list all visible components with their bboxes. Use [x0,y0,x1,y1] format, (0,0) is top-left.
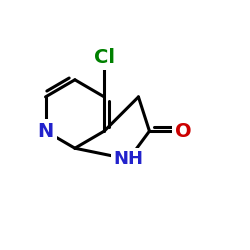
Text: NH: NH [114,150,144,168]
Text: N: N [38,122,54,141]
Text: Cl: Cl [94,48,115,67]
Text: O: O [175,122,192,141]
